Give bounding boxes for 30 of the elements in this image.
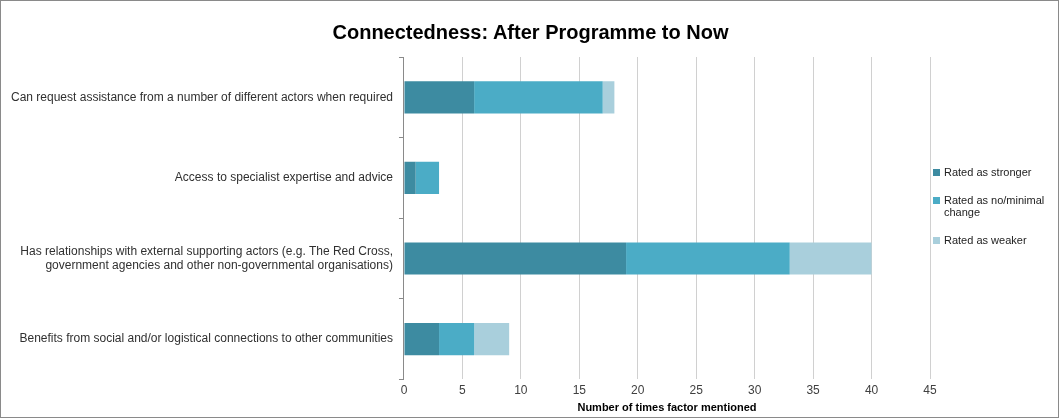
x-tick-label: 35 bbox=[806, 382, 821, 397]
bar bbox=[404, 322, 440, 356]
x-tick-label: 30 bbox=[747, 382, 762, 397]
y-tick-label: Can request assistance from a number of different actors when required bbox=[10, 89, 393, 104]
y-tick-label: Access to specialist expertise and advice bbox=[174, 170, 394, 185]
bar bbox=[404, 242, 627, 275]
bar bbox=[404, 81, 475, 114]
y-tick-label: Has relationships with external supporting actors (e.g. The Red Cross, government agencies and other non-governmental organisations) bbox=[20, 243, 393, 273]
x-tick-label: 5 bbox=[459, 382, 467, 397]
bar bbox=[474, 322, 510, 356]
legend-label: Rated as stronger bbox=[944, 166, 1032, 178]
x-axis-title: Number of times factor mentioned bbox=[577, 401, 757, 414]
x-tick-label: 25 bbox=[689, 382, 704, 397]
bar bbox=[602, 81, 615, 114]
bar bbox=[626, 242, 790, 275]
bar bbox=[415, 161, 440, 195]
legend-label: Rated as weaker bbox=[944, 234, 1027, 246]
x-tick-label: 40 bbox=[864, 382, 879, 397]
chart-title: Connectedness: After Programme to Now bbox=[332, 21, 729, 44]
x-tick-label: 15 bbox=[572, 382, 587, 397]
x-tick-label: 20 bbox=[631, 382, 645, 397]
x-tick-label: 45 bbox=[923, 382, 937, 397]
bar bbox=[789, 242, 872, 275]
bar bbox=[439, 322, 475, 356]
legend-label: Rated as no/minimal change bbox=[944, 194, 1046, 218]
x-tick-label: 10 bbox=[514, 382, 528, 397]
bar bbox=[404, 161, 416, 195]
bar bbox=[474, 81, 603, 114]
x-tick-label: 0 bbox=[400, 382, 408, 397]
y-tick-label: Benefits from social and/or logistical connections to other communities bbox=[19, 331, 393, 346]
